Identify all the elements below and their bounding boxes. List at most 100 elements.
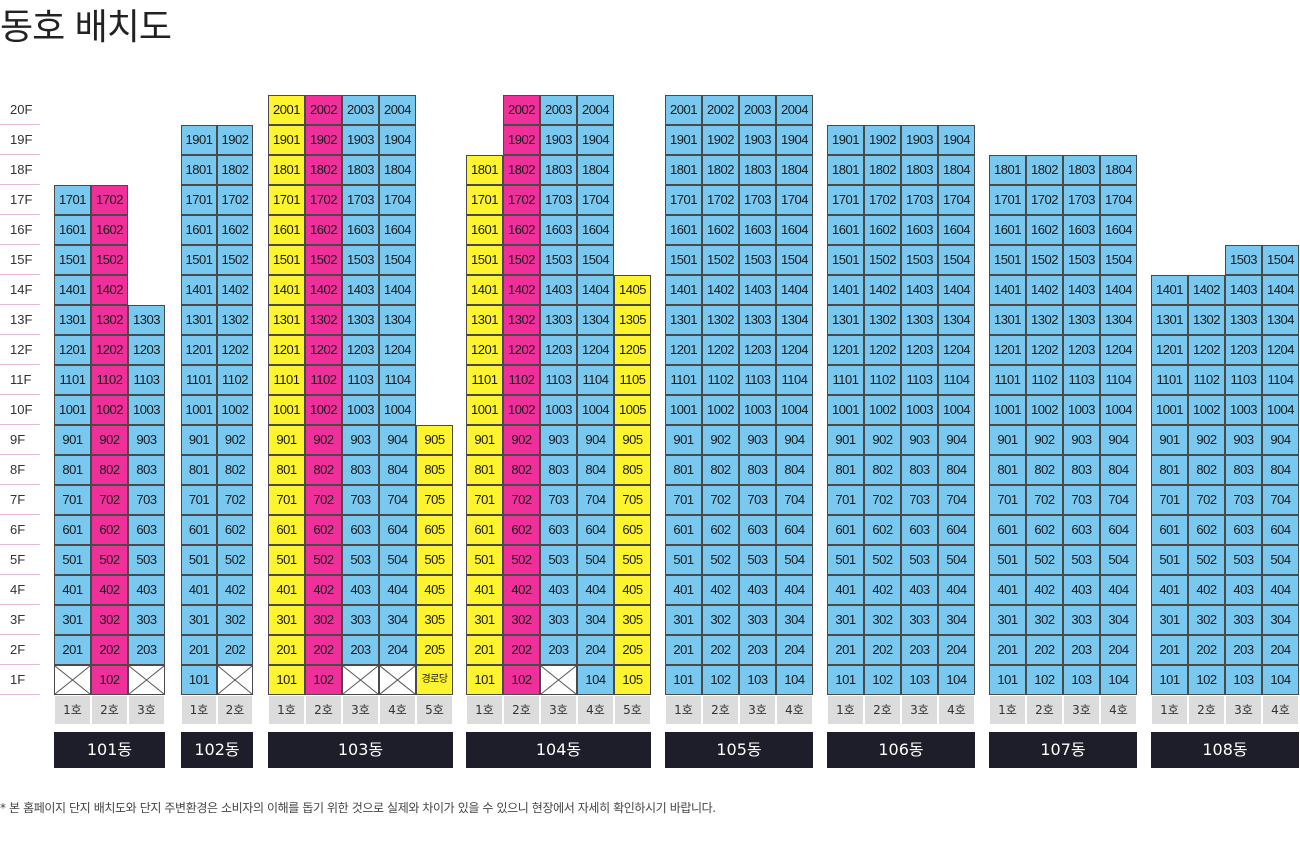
unit-cell: 404 [938,575,975,605]
unit-cell: 904 [379,425,416,455]
unit-cell: 1103 [540,365,577,395]
unit-cell: 1001 [827,395,864,425]
floor-label: 16F [0,215,40,245]
unit-cell: 602 [864,515,901,545]
unit-cell: 703 [540,485,577,515]
unit-cell: 1504 [938,245,975,275]
unit-cell: 304 [938,605,975,635]
unit-cell: 902 [91,425,128,455]
unit-cell: 101 [989,665,1026,695]
unit-cell: 1601 [54,215,91,245]
unit-cell: 405 [416,575,453,605]
unit-cell: 1003 [1063,395,1100,425]
unit-cell: 1702 [1026,185,1063,215]
unit-cell: 401 [665,575,702,605]
unit-cell: 203 [128,635,165,665]
unit-cell: 105 [614,665,651,695]
unit-cell: 1603 [342,215,379,245]
empty-unit-cell [54,665,91,695]
line-number-label: 1호 [181,695,217,725]
unit-cell: 805 [614,455,651,485]
unit-cell: 501 [466,545,503,575]
unit-cell: 2004 [577,95,614,125]
unit-cell: 1301 [1151,305,1188,335]
unit-cell: 1203 [342,335,379,365]
unit-cell: 401 [466,575,503,605]
unit-cell: 401 [989,575,1026,605]
unit-cell: 801 [54,455,91,485]
unit-cell: 2001 [268,95,305,125]
unit-cell: 402 [91,575,128,605]
unit-cell: 1001 [1151,395,1188,425]
unit-cell: 402 [503,575,540,605]
unit-cell: 705 [416,485,453,515]
unit-cell: 1201 [827,335,864,365]
unit-cell: 1502 [702,245,739,275]
unit-cell: 1503 [540,245,577,275]
unit-cell: 604 [1100,515,1137,545]
line-number-label: 1호 [665,695,702,725]
unit-cell: 1604 [776,215,813,245]
unit-cell: 301 [827,605,864,635]
unit-cell: 1102 [1026,365,1063,395]
unit-cell: 903 [901,425,938,455]
unit-cell: 401 [1151,575,1188,605]
unit-cell: 1404 [1262,275,1299,305]
unit-cell: 1701 [827,185,864,215]
unit-cell: 1103 [1063,365,1100,395]
unit-cell: 1601 [665,215,702,245]
unit-cell: 804 [577,455,614,485]
unit-cell: 1202 [503,335,540,365]
unit-cell: 1104 [1100,365,1137,395]
line-number-label: 2호 [1026,695,1063,725]
unit-cell: 1401 [665,275,702,305]
unit-cell: 102 [864,665,901,695]
unit-cell: 104 [938,665,975,695]
unit-cell: 301 [466,605,503,635]
floor-label: 20F [0,95,40,125]
unit-cell: 1704 [577,185,614,215]
unit-cell: 1405 [614,275,651,305]
unit-cell: 702 [305,485,342,515]
line-number-label: 4호 [379,695,416,725]
unit-cell: 1701 [181,185,217,215]
floor-label: 4F [0,575,40,605]
unit-cell: 605 [614,515,651,545]
building-name-label: 101동 [54,732,165,768]
cross-mark-icon [55,666,90,694]
unit-cell: 903 [342,425,379,455]
unit-cell: 1704 [776,185,813,215]
floor-label: 9F [0,425,40,455]
unit-cell: 104 [577,665,614,695]
unit-cell: 302 [1188,605,1225,635]
unit-cell: 401 [827,575,864,605]
unit-cell: 702 [91,485,128,515]
unit-cell: 1501 [827,245,864,275]
unit-cell: 502 [1188,545,1225,575]
empty-unit-cell [540,665,577,695]
unit-cell: 1601 [466,215,503,245]
unit-cell: 803 [540,455,577,485]
unit-cell: 504 [379,545,416,575]
unit-cell: 1604 [938,215,975,245]
empty-unit-cell [128,665,165,695]
unit-cell: 1904 [938,125,975,155]
unit-cell: 1602 [91,215,128,245]
unit-cell: 1302 [864,305,901,335]
unit-cell: 1801 [466,155,503,185]
unit-cell: 303 [1225,605,1262,635]
unit-cell: 1404 [938,275,975,305]
unit-cell: 103 [1225,665,1262,695]
unit-cell: 803 [1225,455,1262,485]
unit-cell: 702 [503,485,540,515]
unit-cell: 703 [342,485,379,515]
unit-cell: 1301 [181,305,217,335]
facility-cell: 경로당 [416,665,453,695]
unit-cell: 1404 [577,275,614,305]
unit-cell: 801 [181,455,217,485]
unit-cell: 1702 [91,185,128,215]
unit-cell: 1503 [1063,245,1100,275]
unit-cell: 901 [989,425,1026,455]
unit-cell: 1004 [776,395,813,425]
unit-cell: 503 [1225,545,1262,575]
